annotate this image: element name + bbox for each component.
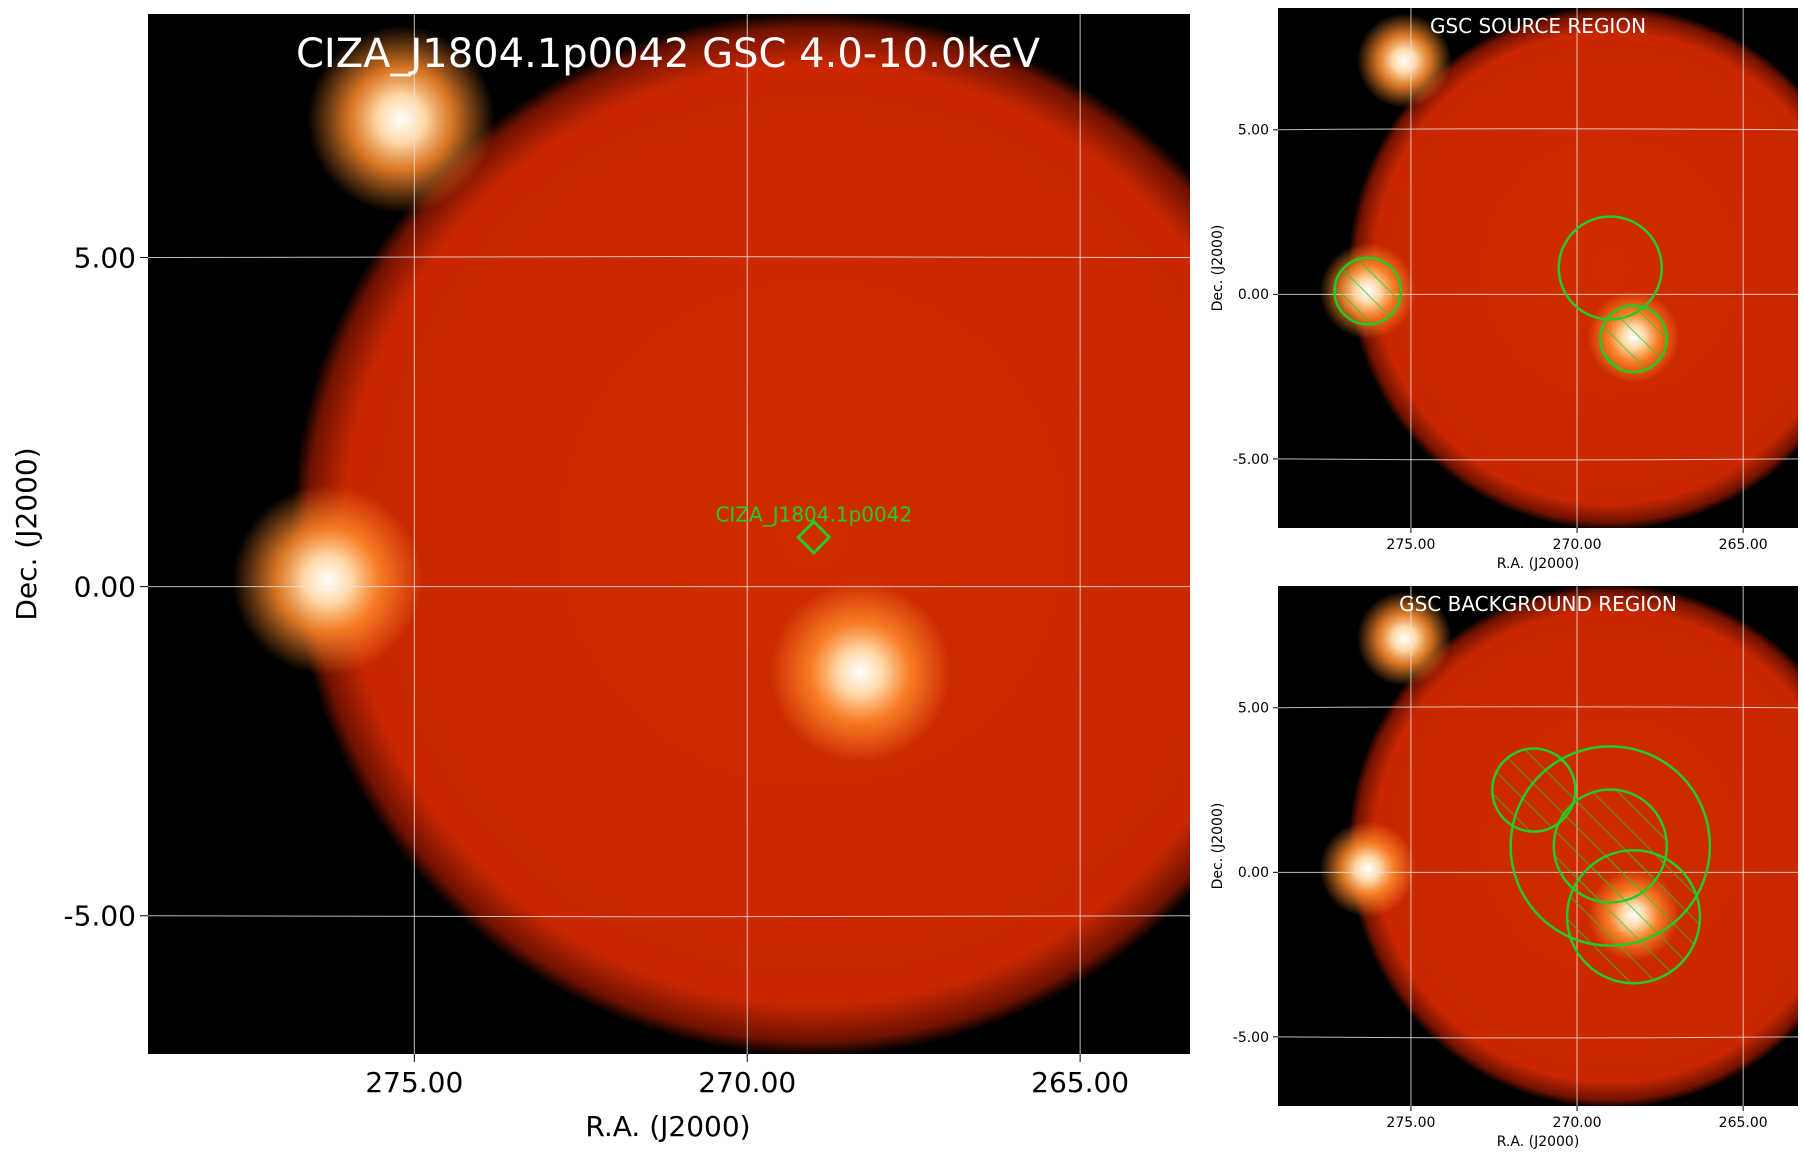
- source-panel-title: GSC SOURCE REGION: [1430, 14, 1646, 38]
- background-panel-title: GSC BACKGROUND REGION: [1399, 592, 1677, 616]
- excluded-region-circle[interactable]: [1599, 304, 1669, 374]
- grid-line-dec: [1278, 128, 1798, 131]
- y-tick-label: 0.00: [74, 570, 136, 603]
- x-tick-label: 275.00: [1386, 1115, 1435, 1131]
- x-tick-label: 270.00: [1553, 537, 1602, 553]
- x-tick-label: 275.00: [365, 1066, 463, 1099]
- x-tick-label: 275.00: [1386, 537, 1435, 553]
- grid-line-dec: [148, 256, 1190, 259]
- grid-line-dec: [148, 915, 1190, 918]
- y-tick-label: 5.00: [1238, 123, 1269, 139]
- main-y-axis-label: Dec. (J2000): [10, 447, 43, 620]
- y-tick-label: -5.00: [1233, 452, 1269, 468]
- y-tick-label: 0.00: [1238, 865, 1269, 881]
- xray-source: [232, 485, 423, 676]
- background-region-plot: GSC BACKGROUND REGION 275.00 270.00 265.00…: [1210, 586, 1798, 1150]
- sky-field: [1348, 8, 1798, 528]
- xray-source: [307, 25, 495, 213]
- main-plot: CIZA_J1804.1p0042 CIZA_J1804.1p0042 GSC …: [10, 14, 1190, 1143]
- x-tick-label: 265.00: [1031, 1066, 1129, 1099]
- excluded-region-circle[interactable]: [1333, 256, 1403, 326]
- x-tick-label: 265.00: [1719, 1115, 1768, 1131]
- source-region-plot: GSC SOURCE REGION 275.00 270.00 265.00 5.0…: [1210, 8, 1798, 572]
- x-tick-label: 270.00: [1553, 1115, 1602, 1131]
- grid-line-dec: [1278, 706, 1798, 709]
- x-tick-label: 270.00: [698, 1066, 796, 1099]
- source-y-axis-label: Dec. (J2000): [1210, 225, 1226, 312]
- grid-line-dec: [1278, 458, 1798, 461]
- source-region-panel: GSC SOURCE REGION 275.00 270.00 265.00 5.0…: [1200, 0, 1803, 578]
- y-tick-label: 5.00: [1238, 701, 1269, 717]
- excluded-region-circle[interactable]: [1491, 747, 1577, 833]
- y-tick-label: -5.00: [1233, 1030, 1269, 1046]
- main-panel: CIZA_J1804.1p0042 CIZA_J1804.1p0042 GSC …: [10, 14, 1190, 1143]
- sky-field: [291, 14, 1190, 1054]
- xray-source: [769, 581, 952, 763]
- background-y-axis-label: Dec. (J2000): [1210, 803, 1226, 890]
- xray-source: [1356, 13, 1452, 108]
- background-x-axis-label: R.A. (J2000): [1497, 1134, 1580, 1150]
- background-region-panel: GSC BACKGROUND REGION 275.00 270.00 265.00…: [1200, 578, 1803, 1156]
- target-label: CIZA_J1804.1p0042: [715, 502, 912, 526]
- y-tick-label: 0.00: [1238, 287, 1269, 303]
- xray-source: [1319, 821, 1416, 918]
- target-marker[interactable]: [796, 519, 832, 555]
- y-tick-label: 5.00: [74, 241, 136, 274]
- main-title: CIZA_J1804.1p0042 GSC 4.0-10.0keV: [296, 31, 1041, 77]
- x-tick-label: 265.00: [1719, 537, 1768, 553]
- excluded-region-circle[interactable]: [1565, 849, 1702, 985]
- source-x-axis-label: R.A. (J2000): [1497, 556, 1580, 572]
- main-x-axis-label: R.A. (J2000): [585, 1110, 750, 1143]
- xray-source: [1356, 591, 1452, 686]
- y-tick-label: -5.00: [64, 900, 136, 933]
- grid-line-dec: [1278, 1036, 1798, 1039]
